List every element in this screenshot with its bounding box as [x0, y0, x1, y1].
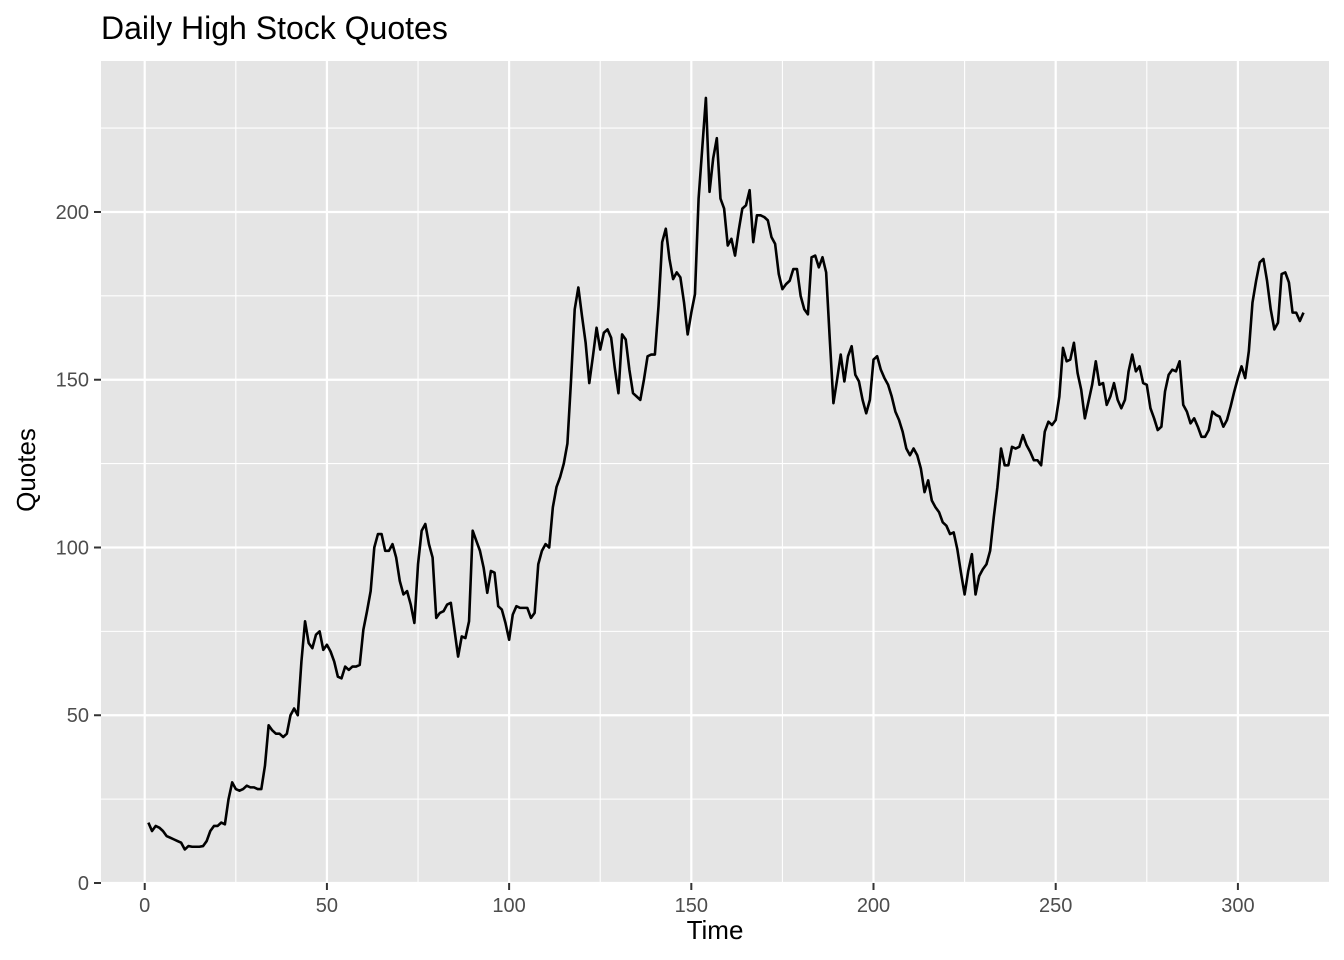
- x-tick-label: 50: [316, 895, 338, 917]
- x-tick-label: 100: [492, 895, 525, 917]
- x-tick-label: 300: [1221, 895, 1254, 917]
- y-tick-label: 50: [67, 705, 89, 727]
- x-axis-title: Time: [687, 915, 744, 945]
- x-tick-label: 200: [857, 895, 890, 917]
- plot-panel: [101, 61, 1329, 883]
- y-tick-label: 0: [78, 873, 89, 895]
- minor-gridlines: [101, 61, 1329, 883]
- y-tick-label: 150: [56, 370, 89, 392]
- chart-title: Daily High Stock Quotes: [101, 10, 448, 46]
- x-tick-label: 250: [1039, 895, 1072, 917]
- y-axis-title: Quotes: [11, 428, 41, 512]
- y-tick-label: 100: [56, 537, 89, 559]
- y-tick-label: 200: [56, 202, 89, 224]
- x-tick-label: 150: [675, 895, 708, 917]
- x-axis: 0 50 100 150 200 250 300: [139, 883, 1255, 917]
- major-gridlines: [101, 61, 1329, 885]
- x-tick-label: 0: [139, 895, 150, 917]
- series-line: [147, 96, 1305, 851]
- y-axis: 0 50 100 150 200: [56, 202, 101, 895]
